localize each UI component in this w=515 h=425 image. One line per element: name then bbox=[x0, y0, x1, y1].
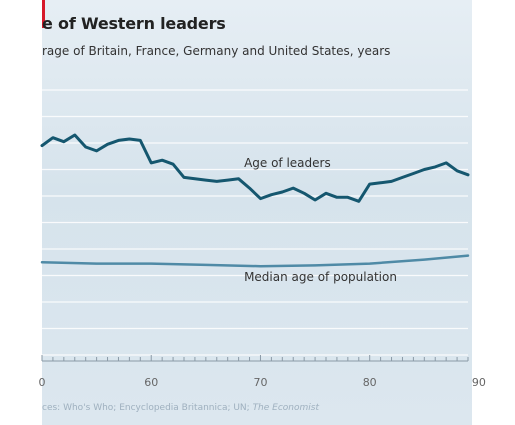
x-tick-label: 70 bbox=[253, 376, 267, 389]
title-accent-bar bbox=[42, 0, 45, 28]
series-lines bbox=[40, 133, 470, 268]
gridlines bbox=[42, 89, 468, 356]
source-italic: The Economist bbox=[252, 403, 319, 413]
x-tick-label: 0 bbox=[39, 376, 46, 389]
x-axis: 0 60 70 80 90 bbox=[39, 355, 486, 389]
source-note: ces: Who's Who; Encyclopedia Britannica;… bbox=[42, 403, 319, 413]
series-label: Median age of population bbox=[244, 270, 397, 284]
x-tick-label: 80 bbox=[363, 376, 377, 389]
series-label: Age of leaders bbox=[244, 156, 331, 170]
x-tick-label: 60 bbox=[144, 376, 158, 389]
chart-subtitle: rage of Britain, France, Germany and Uni… bbox=[42, 44, 391, 58]
chart-panel bbox=[42, 0, 472, 425]
chart-title: e of Western leaders bbox=[42, 14, 226, 33]
series-line-age-of-leaders bbox=[40, 133, 470, 203]
source-text: ces: Who's Who; Encyclopedia Britannica;… bbox=[42, 403, 253, 413]
series-line-median-age bbox=[40, 254, 470, 268]
annotations: Age of leaders Median age of population bbox=[244, 156, 397, 284]
x-tick-label: 90 bbox=[472, 376, 486, 389]
